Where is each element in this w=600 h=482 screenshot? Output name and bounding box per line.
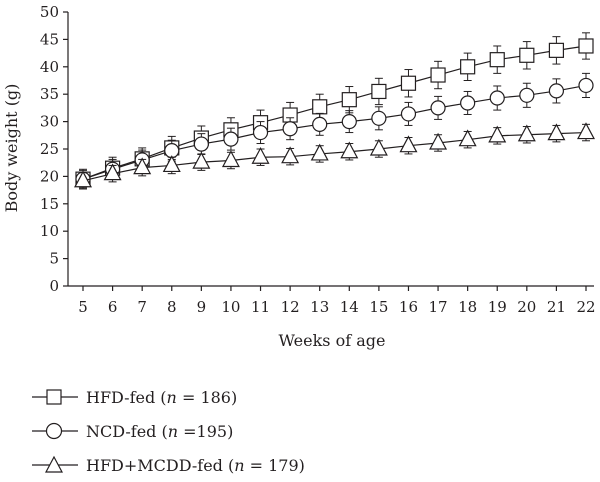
series-line	[82, 131, 587, 182]
triangle-marker	[310, 143, 329, 161]
x-tick-label: 15	[369, 298, 388, 316]
square-marker	[548, 42, 565, 58]
circle-marker	[578, 77, 594, 94]
series-triangle	[74, 122, 595, 190]
triangle-marker	[340, 141, 359, 159]
y-tick-label: 30	[40, 113, 59, 131]
triangle-marker	[221, 150, 240, 168]
x-tick-label: 18	[458, 298, 477, 316]
square-marker	[489, 52, 505, 68]
legend-item-ncd: NCD-fed (n =195)	[30, 414, 305, 448]
triangle-marker	[133, 157, 152, 175]
legend-item-hfd: HFD-fed (n = 186)	[30, 380, 305, 414]
triangle-marker-icon	[32, 455, 78, 473]
triangle-marker	[251, 146, 270, 164]
y-tick-label: 25	[40, 140, 59, 158]
triangle-marker	[192, 151, 211, 169]
triangle-marker	[517, 124, 536, 142]
square-marker-icon	[32, 389, 78, 405]
triangle-marker	[162, 155, 181, 173]
circle-marker	[341, 113, 357, 130]
y-axis-title: Body weight (g)	[2, 84, 21, 213]
square-marker	[341, 92, 357, 108]
x-tick-label: 22	[576, 298, 595, 316]
square-marker	[371, 83, 387, 100]
y-tick-label: 15	[40, 195, 59, 213]
triangle-marker	[103, 163, 122, 181]
circle-marker	[548, 83, 565, 99]
x-tick-label: 17	[429, 298, 448, 316]
y-tick-label: 10	[40, 222, 59, 240]
x-tick-label: 7	[137, 298, 147, 316]
x-tick-label: 21	[547, 298, 566, 316]
circle-marker	[312, 116, 328, 132]
square-marker	[400, 75, 417, 91]
triangle-marker	[369, 138, 388, 156]
circle-marker	[400, 106, 417, 122]
legend-label-hfd-mcdd: HFD+MCDD-fed (n = 179)	[86, 455, 305, 475]
legend-label-ncd: NCD-fed (n =195)	[86, 421, 234, 441]
series-layer	[74, 32, 595, 190]
circle-marker	[252, 124, 269, 141]
x-tick-label: 12	[281, 298, 300, 316]
triangle-marker	[577, 122, 595, 140]
circle-marker	[282, 121, 298, 137]
circle-marker	[460, 95, 476, 111]
x-tick-label: 5	[78, 298, 88, 316]
square-marker	[578, 38, 594, 54]
y-tick-label: 0	[49, 277, 59, 295]
y-tick-label: 20	[40, 167, 59, 185]
circle-marker	[193, 136, 209, 152]
x-tick-label: 13	[310, 298, 329, 316]
x-tick-label: 20	[517, 298, 536, 316]
square-marker	[430, 67, 446, 83]
y-tick-label: 5	[49, 250, 59, 268]
square-marker	[312, 99, 328, 115]
triangle-marker	[458, 129, 477, 147]
legend: HFD-fed (n = 186) NCD-fed (n =195) HFD+M…	[30, 380, 305, 482]
triangle-marker	[281, 146, 300, 164]
x-tick-label: 9	[197, 298, 207, 316]
circle-marker	[430, 100, 446, 116]
triangle-marker	[74, 170, 92, 188]
y-tick-label: 40	[40, 58, 59, 76]
triangle-marker	[399, 135, 418, 153]
legend-label-hfd: HFD-fed (n = 186)	[86, 387, 238, 407]
x-axis-title: Weeks of age	[279, 331, 386, 350]
x-tick-label: 11	[251, 298, 270, 316]
x-tick-label: 19	[488, 298, 507, 316]
square-marker	[519, 47, 535, 63]
circle-marker	[489, 90, 505, 106]
triangle-marker	[429, 132, 448, 150]
triangle-marker	[488, 125, 507, 143]
y-tick-label: 45	[40, 30, 59, 48]
x-tick-label: 14	[340, 298, 359, 316]
circle-marker	[371, 110, 387, 126]
series-square	[75, 32, 594, 190]
series-circle	[75, 72, 594, 189]
series-line	[82, 45, 587, 180]
x-tick-label: 6	[108, 298, 118, 316]
triangle-marker	[547, 123, 566, 141]
circle-marker	[519, 87, 535, 103]
square-marker	[460, 59, 476, 75]
legend-item-hfd-mcdd: HFD+MCDD-fed (n = 179)	[30, 448, 305, 482]
y-tick-label: 35	[40, 85, 59, 103]
series-line	[82, 84, 587, 180]
x-tick-label: 8	[167, 298, 177, 316]
x-tick-label: 10	[221, 298, 240, 316]
x-tick-label: 16	[399, 298, 418, 316]
axes: 0 5 10 15 20 25 30 35 40 45 50 5 6 7 8 9 10 11 12 13 14 15 16 1…	[40, 3, 596, 316]
circle-marker	[223, 131, 239, 147]
y-tick-label: 50	[40, 3, 59, 21]
circle-marker-icon	[32, 422, 78, 440]
